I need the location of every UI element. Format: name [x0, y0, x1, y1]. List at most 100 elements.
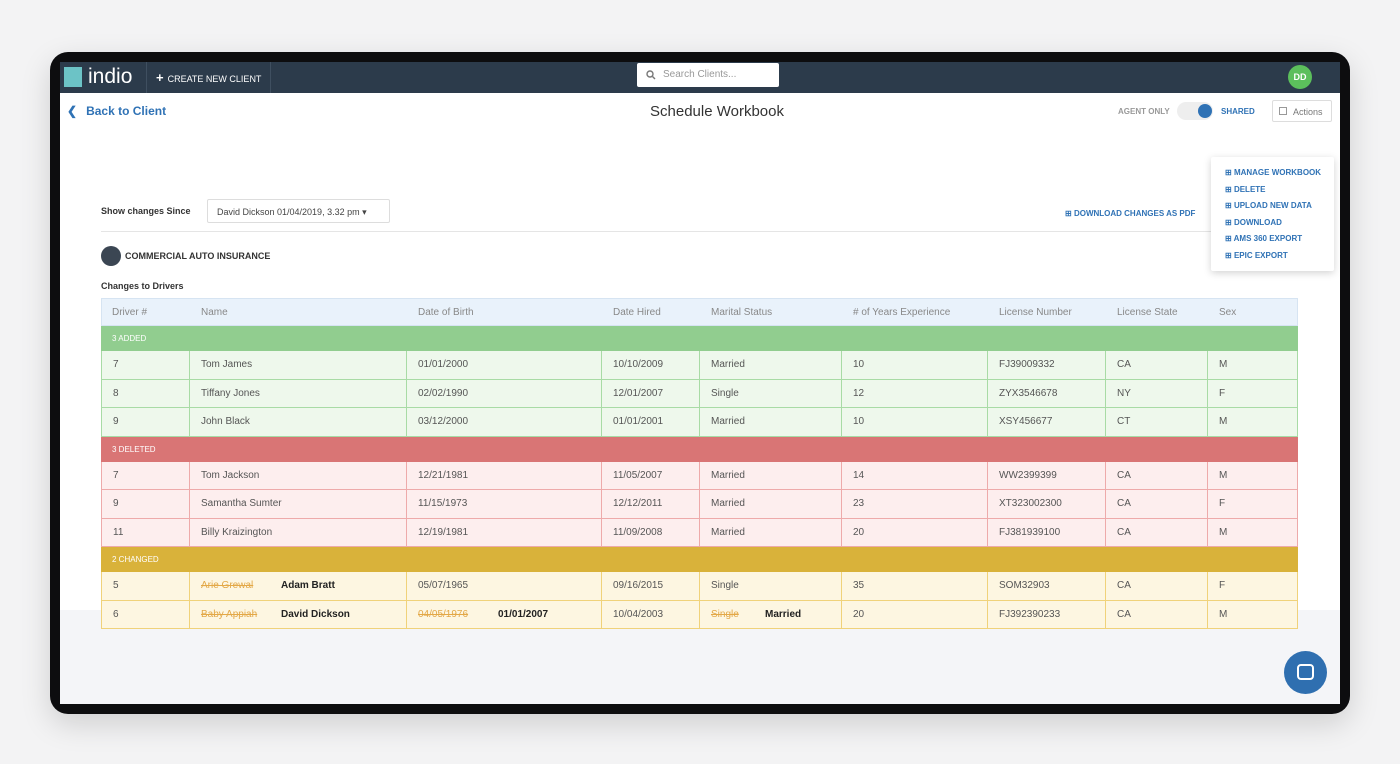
menu-label: MANAGE WORKBOOK: [1233, 168, 1322, 177]
table-cell: 03/12/2000: [407, 408, 602, 437]
table-cell: CA: [1106, 490, 1208, 519]
table-cell: CA: [1106, 351, 1208, 380]
table-cell: CA: [1106, 600, 1208, 629]
table-cell: WW2399399: [988, 461, 1106, 490]
table-cell: M: [1208, 461, 1298, 490]
table-cell: CA: [1106, 461, 1208, 490]
table-cell: ZYX3546678: [988, 379, 1106, 408]
column-header: Name: [201, 306, 228, 318]
table-cell: Tiffany Jones: [190, 379, 407, 408]
menu-item[interactable]: ⊞ AMS 360 EXPORT: [1225, 234, 1303, 243]
table-cell: 9: [101, 490, 190, 519]
menu-label: DELETE: [1233, 184, 1266, 194]
table-cell: FJ392390233: [988, 600, 1106, 629]
group-band: 2 CHANGED: [101, 547, 1298, 572]
table-cell: FJ39009332: [988, 351, 1106, 380]
menu-item[interactable]: ⊞ UPLOAD NEW DATA: [1225, 201, 1312, 210]
filter-label: Show changes Since: [101, 206, 191, 216]
table-cell: 8: [101, 379, 190, 408]
download-label: DOWNLOAD CHANGES AS PDF: [1073, 209, 1196, 218]
column-header: Date of Birth: [418, 306, 474, 318]
table-cell: 20: [842, 518, 988, 547]
changed-cell: Arie Grewal Adam Bratt: [190, 572, 407, 601]
table-cell: 14: [842, 461, 988, 490]
old-value: Arie Grewal: [201, 580, 254, 592]
filter-select[interactable]: David Dickson 01/04/2019, 3.32 pm ▾: [207, 199, 390, 223]
table-cell: SOM32903: [988, 572, 1106, 601]
actions-menu: ⊞ MANAGE WORKBOOK ⊞ DELETE ⊞ UPLOAD NEW DA…: [1211, 157, 1334, 271]
section-icon: [101, 246, 121, 266]
table-cell: 23: [842, 490, 988, 519]
table-cell: Tom James: [190, 351, 407, 380]
table-cell: 02/02/1990: [407, 379, 602, 408]
logo-mark: [64, 67, 82, 87]
table-cell: NY: [1106, 379, 1208, 408]
table-cell: 35: [842, 572, 988, 601]
actions-button[interactable]: Actions: [1272, 100, 1332, 122]
table-cell: XSY456677: [988, 408, 1106, 437]
column-header: Date Hired: [613, 306, 661, 318]
changed-cell: 04/05/1976 01/01/2007: [407, 600, 602, 629]
table-cell: 12/12/2011: [602, 490, 700, 519]
menu-item[interactable]: ⊞ DELETE: [1225, 184, 1266, 194]
table-cell: 6: [101, 600, 190, 629]
table-cell: 10: [842, 351, 988, 380]
table-cell: CA: [1106, 572, 1208, 601]
column-header: Driver #: [112, 306, 148, 318]
menu-item[interactable]: ⊞ MANAGE WORKBOOK: [1225, 168, 1322, 177]
back-link[interactable]: ❮ Back to Client: [67, 104, 167, 118]
screen: indio + CREATE NEW CLIENT Search Clients.…: [60, 62, 1340, 704]
table-cell: 7: [101, 461, 190, 490]
table-cell: 7: [101, 351, 190, 380]
group-band: 3 DELETED: [101, 436, 1298, 462]
table-cell: John Black: [190, 408, 407, 437]
table-cell: 10/10/2009: [602, 351, 700, 380]
search-icon: [646, 70, 656, 80]
table-cell: Married: [700, 518, 842, 547]
actions-label: Actions: [1293, 107, 1323, 117]
column-header: Marital Status: [711, 306, 773, 318]
table-cell: 12/01/2007: [602, 379, 700, 408]
back-label: Back to Client: [86, 104, 167, 118]
chat-button[interactable]: [1284, 651, 1327, 694]
avatar[interactable]: DD: [1288, 65, 1312, 89]
table-cell: 10/04/2003: [602, 600, 700, 629]
menu-label: UPLOAD NEW DATA: [1233, 201, 1312, 210]
table-cell: Billy Kraizington: [190, 518, 407, 547]
table-cell: Married: [700, 461, 842, 490]
create-client[interactable]: + CREATE NEW CLIENT: [156, 70, 262, 85]
filter-value: David Dickson 01/04/2019, 3.32 pm: [217, 207, 360, 217]
shared: SHARED: [1221, 107, 1255, 116]
table-cell: F: [1208, 572, 1298, 601]
table-cell: M: [1208, 600, 1298, 629]
logo[interactable]: indio: [88, 65, 133, 88]
table-cell: 09/16/2015: [602, 572, 700, 601]
table-cell: Married: [700, 490, 842, 519]
agent-only: AGENT ONLY: [1118, 107, 1170, 116]
new-value: Married: [765, 608, 802, 620]
table-title: Changes to Drivers: [101, 281, 184, 291]
table-cell: 10: [842, 408, 988, 437]
nav-divider: [270, 62, 271, 93]
menu-item[interactable]: ⊞ DOWNLOAD: [1225, 217, 1282, 227]
new-value: Adam Bratt: [281, 580, 335, 592]
table-cell: F: [1208, 490, 1298, 519]
menu-label: AMS 360 EXPORT: [1233, 234, 1303, 243]
table-cell: 05/07/1965: [407, 572, 602, 601]
search-placeholder: Search Clients...: [663, 69, 737, 80]
table-cell: Single: [700, 572, 842, 601]
table-cell: XT323002300: [988, 490, 1106, 519]
table-cell: 12/21/1981: [407, 461, 602, 490]
table-cell: Tom Jackson: [190, 461, 407, 490]
top-nav: indio + CREATE NEW CLIENT Search Clients.…: [60, 62, 1340, 93]
column-header: License Number: [999, 306, 1072, 318]
table-cell: Married: [700, 408, 842, 437]
download-pdf[interactable]: ⊞ DOWNLOAD CHANGES AS PDF: [1065, 209, 1196, 218]
toggle[interactable]: [1177, 102, 1213, 120]
search-box[interactable]: Search Clients...: [637, 63, 779, 87]
section-title: COMMERCIAL AUTO INSURANCE: [125, 251, 271, 261]
table-cell: FJ381939100: [988, 518, 1106, 547]
menu-item[interactable]: ⊞ EPIC EXPORT: [1225, 250, 1288, 260]
table-cell: 11/05/2007: [602, 461, 700, 490]
header-row: [101, 298, 1298, 326]
